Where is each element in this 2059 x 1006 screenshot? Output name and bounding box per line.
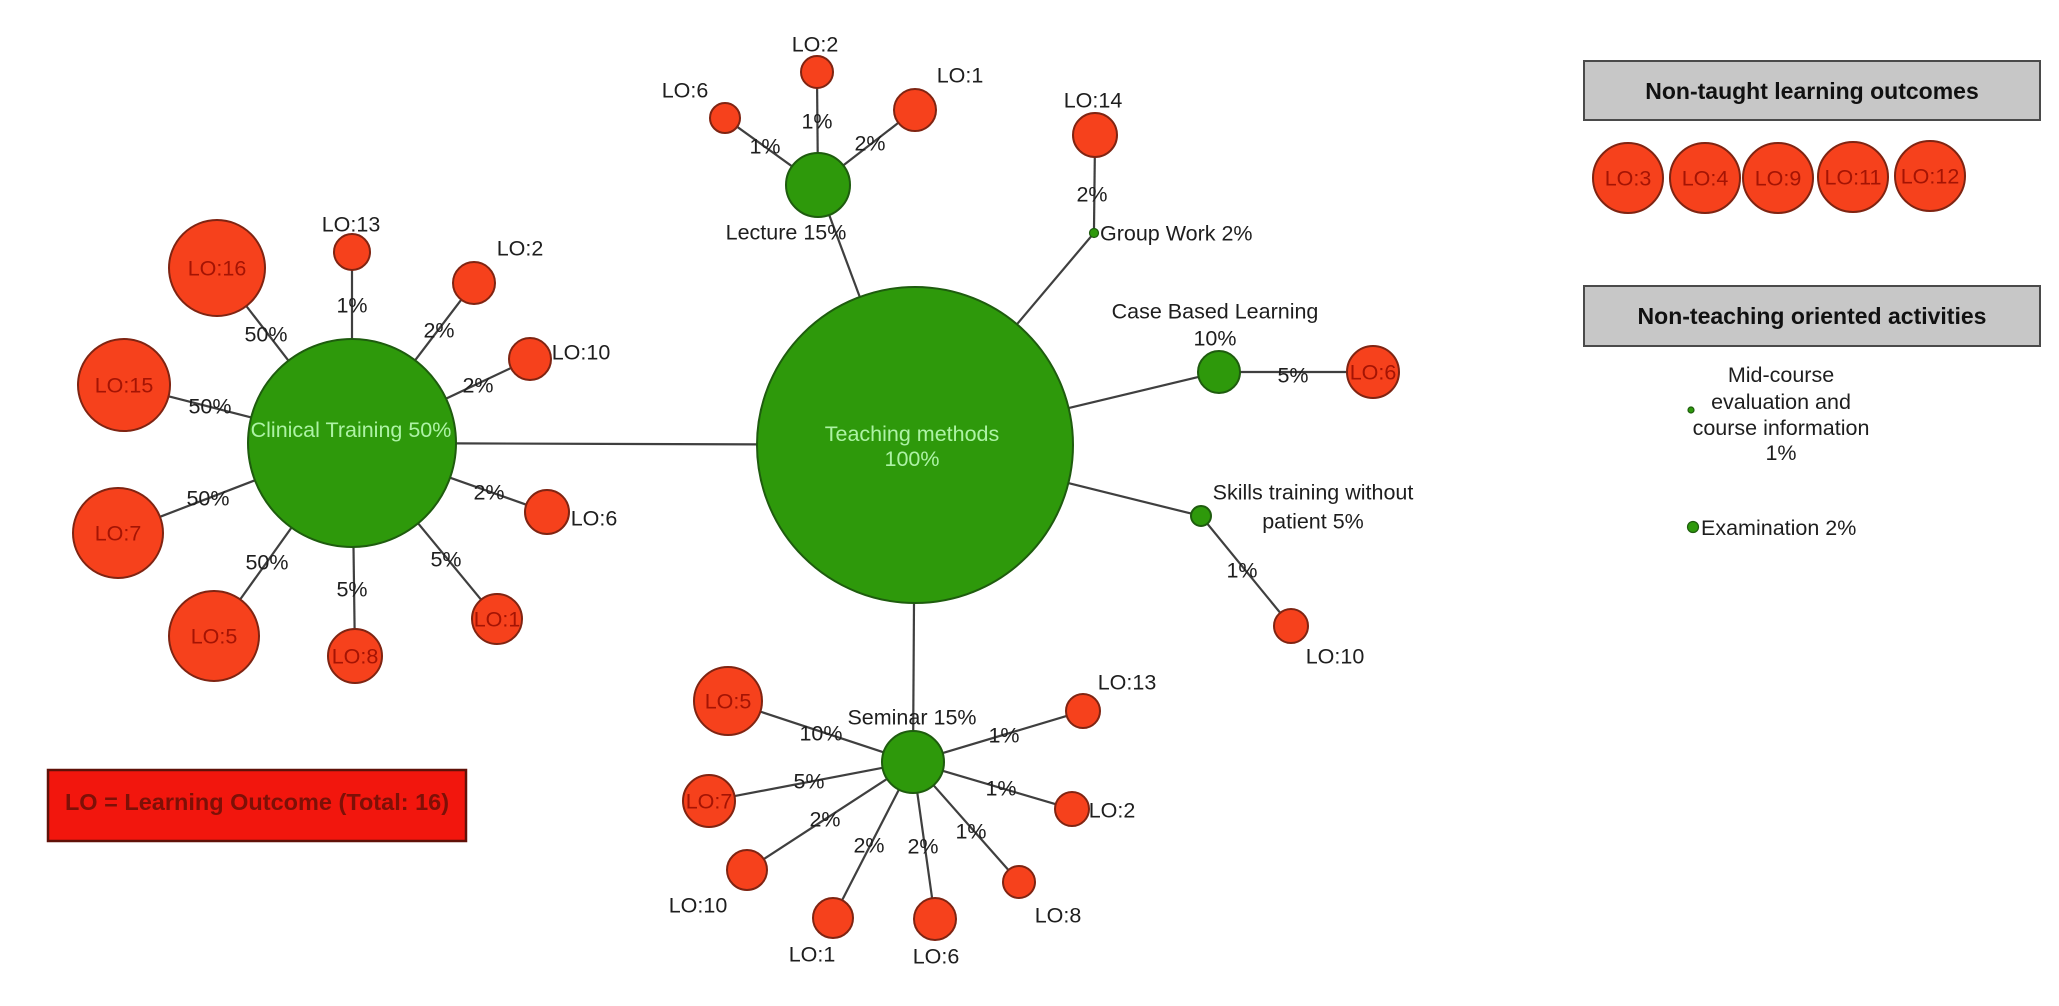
svg-text:LO = Learning Outcome (Total:: LO = Learning Outcome (Total: 16) [65, 789, 449, 815]
svg-text:LO:16: LO:16 [188, 257, 247, 281]
svg-text:50%: 50% [188, 395, 231, 419]
svg-text:1%: 1% [749, 135, 780, 159]
svg-text:evaluation and: evaluation and [1711, 390, 1851, 414]
svg-text:LO:2: LO:2 [497, 237, 544, 261]
svg-text:Non-teaching oriented activiti: Non-teaching oriented activities [1638, 303, 1987, 329]
svg-text:2%: 2% [853, 834, 884, 858]
svg-text:10%: 10% [799, 722, 842, 746]
svg-text:LO:15: LO:15 [95, 374, 154, 398]
svg-text:5%: 5% [430, 548, 461, 572]
svg-text:2%: 2% [854, 132, 885, 156]
svg-text:LO:6: LO:6 [571, 507, 618, 531]
svg-text:LO:11: LO:11 [1825, 166, 1882, 190]
svg-text:LO:2: LO:2 [1089, 799, 1136, 823]
svg-text:LO:4: LO:4 [1682, 167, 1729, 191]
svg-text:LO:7: LO:7 [95, 522, 142, 546]
svg-text:LO:6: LO:6 [913, 945, 960, 969]
svg-text:course information: course information [1693, 416, 1870, 440]
svg-text:50%: 50% [244, 323, 287, 347]
svg-text:LO:10: LO:10 [669, 894, 728, 918]
svg-text:LO:14: LO:14 [1064, 89, 1123, 113]
svg-text:LO:5: LO:5 [705, 690, 752, 714]
svg-text:1%: 1% [985, 777, 1016, 801]
svg-text:1%: 1% [1765, 441, 1796, 465]
svg-text:1%: 1% [955, 820, 986, 844]
svg-text:LO:3: LO:3 [1605, 167, 1652, 191]
svg-text:LO:10: LO:10 [1306, 645, 1365, 669]
svg-text:Seminar 15%: Seminar 15% [847, 706, 976, 730]
svg-text:LO:6: LO:6 [662, 79, 709, 103]
svg-text:LO:1: LO:1 [937, 64, 984, 88]
svg-text:50%: 50% [245, 551, 288, 575]
svg-text:Case Based Learning: Case Based Learning [1112, 300, 1319, 324]
svg-text:LO:6: LO:6 [1350, 361, 1397, 385]
svg-text:1%: 1% [1226, 559, 1257, 583]
svg-text:patient 5%: patient 5% [1262, 510, 1364, 534]
svg-text:LO:9: LO:9 [1755, 167, 1802, 191]
svg-text:2%: 2% [1076, 183, 1107, 207]
svg-text:LO:1: LO:1 [474, 608, 521, 632]
svg-text:Examination 2%: Examination 2% [1701, 516, 1856, 540]
svg-text:50%: 50% [186, 487, 229, 511]
svg-text:LO:8: LO:8 [1035, 904, 1082, 928]
svg-text:LO:12: LO:12 [1901, 165, 1960, 189]
svg-text:Skills training without: Skills training without [1213, 481, 1414, 505]
svg-text:2%: 2% [423, 319, 454, 343]
svg-text:1%: 1% [336, 294, 367, 318]
svg-text:LO:7: LO:7 [686, 790, 733, 814]
svg-text:Non-taught learning outcomes: Non-taught learning outcomes [1645, 78, 1979, 104]
svg-text:Teaching methods: Teaching methods [825, 422, 1000, 446]
svg-text:Lecture 15%: Lecture 15% [726, 221, 847, 245]
svg-text:1%: 1% [801, 110, 832, 134]
svg-text:Clinical Training 50%: Clinical Training 50% [251, 418, 452, 442]
svg-text:1%: 1% [988, 724, 1019, 748]
svg-text:10%: 10% [1193, 327, 1236, 351]
svg-text:LO:1: LO:1 [789, 943, 836, 967]
svg-text:2%: 2% [462, 374, 493, 398]
svg-text:LO:2: LO:2 [792, 33, 839, 57]
svg-text:2%: 2% [907, 835, 938, 859]
svg-text:Group Work 2%: Group Work 2% [1100, 222, 1253, 246]
svg-text:2%: 2% [809, 808, 840, 832]
svg-text:2%: 2% [473, 481, 504, 505]
svg-text:Mid-course: Mid-course [1728, 363, 1834, 387]
svg-text:5%: 5% [793, 770, 824, 794]
svg-text:LO:10: LO:10 [552, 341, 611, 365]
svg-text:LO:5: LO:5 [191, 625, 238, 649]
svg-text:LO:8: LO:8 [332, 645, 379, 669]
svg-text:5%: 5% [1277, 364, 1308, 388]
svg-text:LO:13: LO:13 [322, 213, 381, 237]
svg-text:LO:13: LO:13 [1098, 671, 1157, 695]
svg-text:100%: 100% [885, 447, 940, 471]
svg-text:5%: 5% [336, 578, 367, 602]
